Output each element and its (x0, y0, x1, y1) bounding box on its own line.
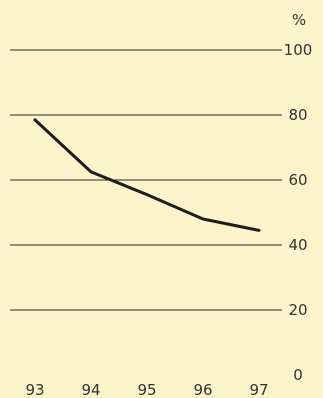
x-tick-label: 93 (25, 381, 44, 398)
gridlines (10, 49, 282, 311)
x-tick-label: 97 (249, 381, 268, 398)
x-tick-label: 94 (81, 381, 100, 398)
y-tick-label: 20 (288, 301, 307, 319)
y-tick-label: 80 (288, 106, 307, 124)
series-layer (33, 118, 261, 232)
y-axis-tick-labels: 0 20 40 60 80 100 (284, 41, 313, 384)
x-tick-label: 95 (137, 381, 156, 398)
x-axis-tick-labels: 93 94 95 96 97 (25, 381, 268, 398)
y-tick-label: 60 (288, 171, 307, 189)
y-tick-label: 40 (288, 236, 307, 254)
y-tick-label: 0 (293, 366, 303, 384)
series-line-0 (33, 118, 261, 232)
x-tick-label: 96 (193, 381, 212, 398)
y-tick-label: 100 (284, 41, 313, 59)
y-axis-unit-label: % (292, 11, 306, 29)
